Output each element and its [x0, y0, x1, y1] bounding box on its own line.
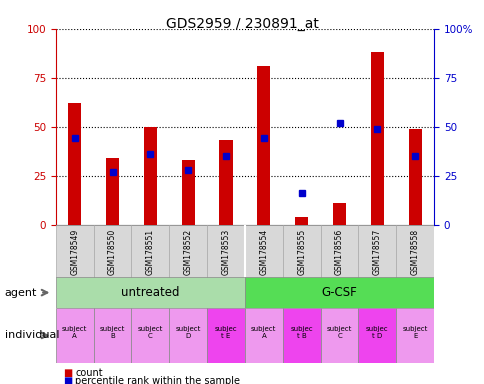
Bar: [320, 308, 358, 363]
Text: subject
E: subject E: [402, 326, 427, 339]
Bar: [395, 308, 433, 363]
Text: untreated: untreated: [121, 286, 179, 299]
Text: subject
A: subject A: [251, 326, 276, 339]
Text: subject
A: subject A: [62, 326, 87, 339]
Bar: [56, 308, 93, 363]
Text: subject
C: subject C: [326, 326, 351, 339]
Text: subjec
t D: subjec t D: [365, 326, 388, 339]
Bar: [106, 158, 119, 225]
Bar: [244, 225, 282, 278]
Bar: [294, 217, 308, 225]
Bar: [56, 225, 93, 278]
Bar: [332, 203, 346, 225]
Bar: [282, 225, 320, 278]
Bar: [282, 308, 320, 363]
Text: individual: individual: [5, 330, 59, 341]
Text: count: count: [75, 368, 103, 378]
Text: subjec
t B: subjec t B: [290, 326, 312, 339]
Text: percentile rank within the sample: percentile rank within the sample: [75, 376, 240, 384]
Text: GSM178557: GSM178557: [372, 228, 381, 275]
Bar: [131, 308, 169, 363]
Text: GSM178555: GSM178555: [297, 228, 305, 275]
Bar: [207, 225, 244, 278]
Text: GSM178553: GSM178553: [221, 228, 230, 275]
Text: GSM178552: GSM178552: [183, 228, 192, 275]
Bar: [358, 308, 395, 363]
Text: agent: agent: [5, 288, 37, 298]
Bar: [207, 308, 244, 363]
Text: subject
C: subject C: [137, 326, 163, 339]
Text: GDS2959 / 230891_at: GDS2959 / 230891_at: [166, 17, 318, 31]
Text: G-CSF: G-CSF: [321, 286, 357, 299]
Bar: [257, 66, 270, 225]
Text: ■: ■: [63, 376, 72, 384]
Text: ■: ■: [63, 368, 72, 378]
Bar: [169, 225, 207, 278]
Bar: [370, 52, 383, 225]
Bar: [219, 141, 232, 225]
Bar: [244, 277, 433, 308]
Text: subject
B: subject B: [100, 326, 125, 339]
Text: subjec
t E: subjec t E: [214, 326, 237, 339]
Bar: [395, 225, 433, 278]
Bar: [93, 308, 131, 363]
Bar: [68, 103, 81, 225]
Bar: [131, 225, 169, 278]
Text: GSM178549: GSM178549: [70, 228, 79, 275]
Text: GSM178551: GSM178551: [146, 228, 154, 275]
Bar: [143, 127, 157, 225]
Bar: [320, 225, 358, 278]
Bar: [169, 308, 207, 363]
Bar: [244, 308, 282, 363]
Bar: [408, 129, 421, 225]
Text: GSM178558: GSM178558: [410, 228, 419, 275]
Bar: [358, 225, 395, 278]
Bar: [181, 160, 195, 225]
Bar: [56, 277, 244, 308]
Text: subject
D: subject D: [175, 326, 200, 339]
Bar: [93, 225, 131, 278]
Text: GSM178550: GSM178550: [108, 228, 117, 275]
Text: GSM178554: GSM178554: [259, 228, 268, 275]
Text: GSM178556: GSM178556: [334, 228, 343, 275]
